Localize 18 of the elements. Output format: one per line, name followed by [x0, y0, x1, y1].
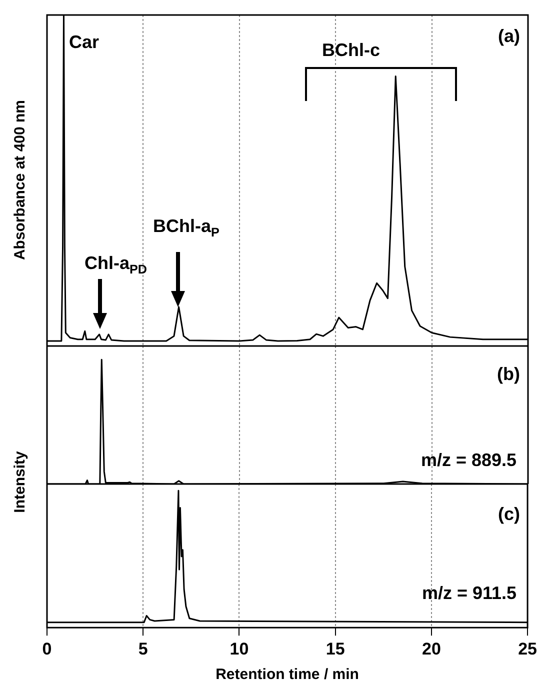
y-axis-title: Intensity [12, 450, 28, 512]
x-tick-label: 5 [138, 639, 148, 658]
x-tick-label: 0 [42, 639, 52, 658]
x-tick-label: 25 [518, 639, 538, 658]
annotation: (a) [498, 26, 520, 46]
x-axis-title: Retention time / min [216, 666, 359, 684]
annotation: Car [69, 32, 100, 52]
x-tick-label: 10 [230, 639, 249, 658]
annotation: m/z = 889.5 [421, 450, 517, 470]
x-tick-label: 15 [326, 639, 345, 658]
annotation: (c) [498, 504, 520, 524]
annotation: BChl-c [322, 40, 380, 60]
annotation: Chl-a$_{PD}$ [84, 253, 147, 277]
x-tick-label: 20 [422, 639, 441, 658]
y-axis-title: Absorbance at 400 nm [12, 100, 28, 260]
annotation: m/z = 911.5 [422, 583, 517, 603]
annotation: BChl-a$_{P}$ [153, 216, 220, 240]
annotation: (b) [497, 364, 520, 384]
